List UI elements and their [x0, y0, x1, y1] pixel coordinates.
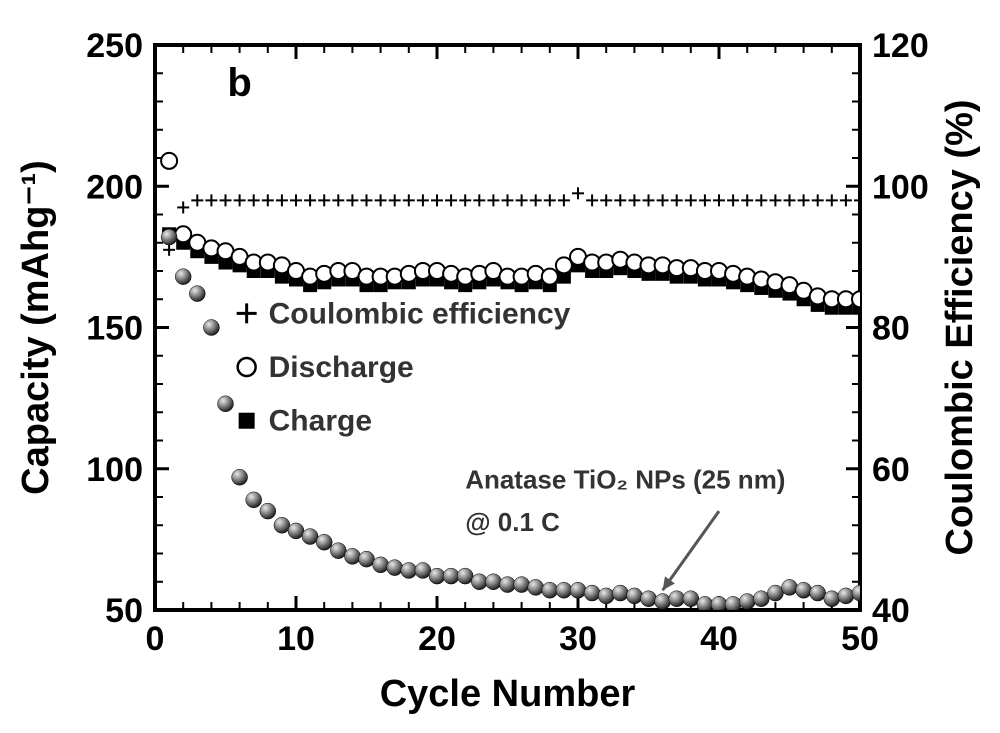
plot-content: [161, 153, 868, 613]
x-tick-label: 0: [146, 620, 165, 658]
yright-tick-label: 60: [872, 451, 910, 489]
yleft-tick-label: 250: [86, 27, 143, 65]
yleft-tick-label: 150: [86, 310, 143, 348]
yright-tick-label: 100: [872, 168, 929, 206]
annotation-arrow-head: [663, 576, 675, 590]
legend-label: Coulombic efficiency: [269, 297, 571, 330]
yright-tick-label: 120: [872, 27, 929, 65]
ticks: 0102030405050100150200250406080100120: [86, 27, 928, 658]
legend-label: Charge: [269, 405, 372, 438]
yleft-tick-label: 100: [86, 451, 143, 489]
y-right-axis-label: Coulombic Efficiency (%): [939, 99, 981, 555]
series-discharge: [161, 153, 868, 307]
yright-tick-label: 40: [872, 592, 910, 630]
series-coulombic-efficiency: [163, 187, 866, 256]
chart-svg: 0102030405050100150200250406080100120bCo…: [0, 0, 1000, 733]
annotation-arrow-line: [663, 511, 719, 590]
legend: Coulombic efficiency Discharge Charge: [237, 297, 571, 437]
y-left-axis-label: Capacity (mAhg⁻¹): [15, 160, 57, 495]
x-tick-label: 30: [559, 620, 597, 658]
x-tick-label: 10: [277, 620, 315, 658]
yleft-tick-label: 200: [86, 168, 143, 206]
x-tick-label: 40: [700, 620, 738, 658]
annotation-line2: @ 0.1 C: [465, 507, 560, 537]
yright-tick-label: 80: [872, 310, 910, 348]
panel-label: b: [227, 61, 251, 105]
chart-container: 0102030405050100150200250406080100120bCo…: [0, 0, 1000, 733]
annotation-line1: Anatase TiO₂ NPs (25 nm): [465, 465, 785, 495]
x-tick-label: 20: [418, 620, 456, 658]
x-axis-label: Cycle Number: [380, 673, 636, 715]
yleft-tick-label: 50: [105, 592, 143, 630]
legend-label: Discharge: [269, 351, 414, 384]
annotation: Anatase TiO₂ NPs (25 nm) @ 0.1 C: [465, 465, 785, 591]
